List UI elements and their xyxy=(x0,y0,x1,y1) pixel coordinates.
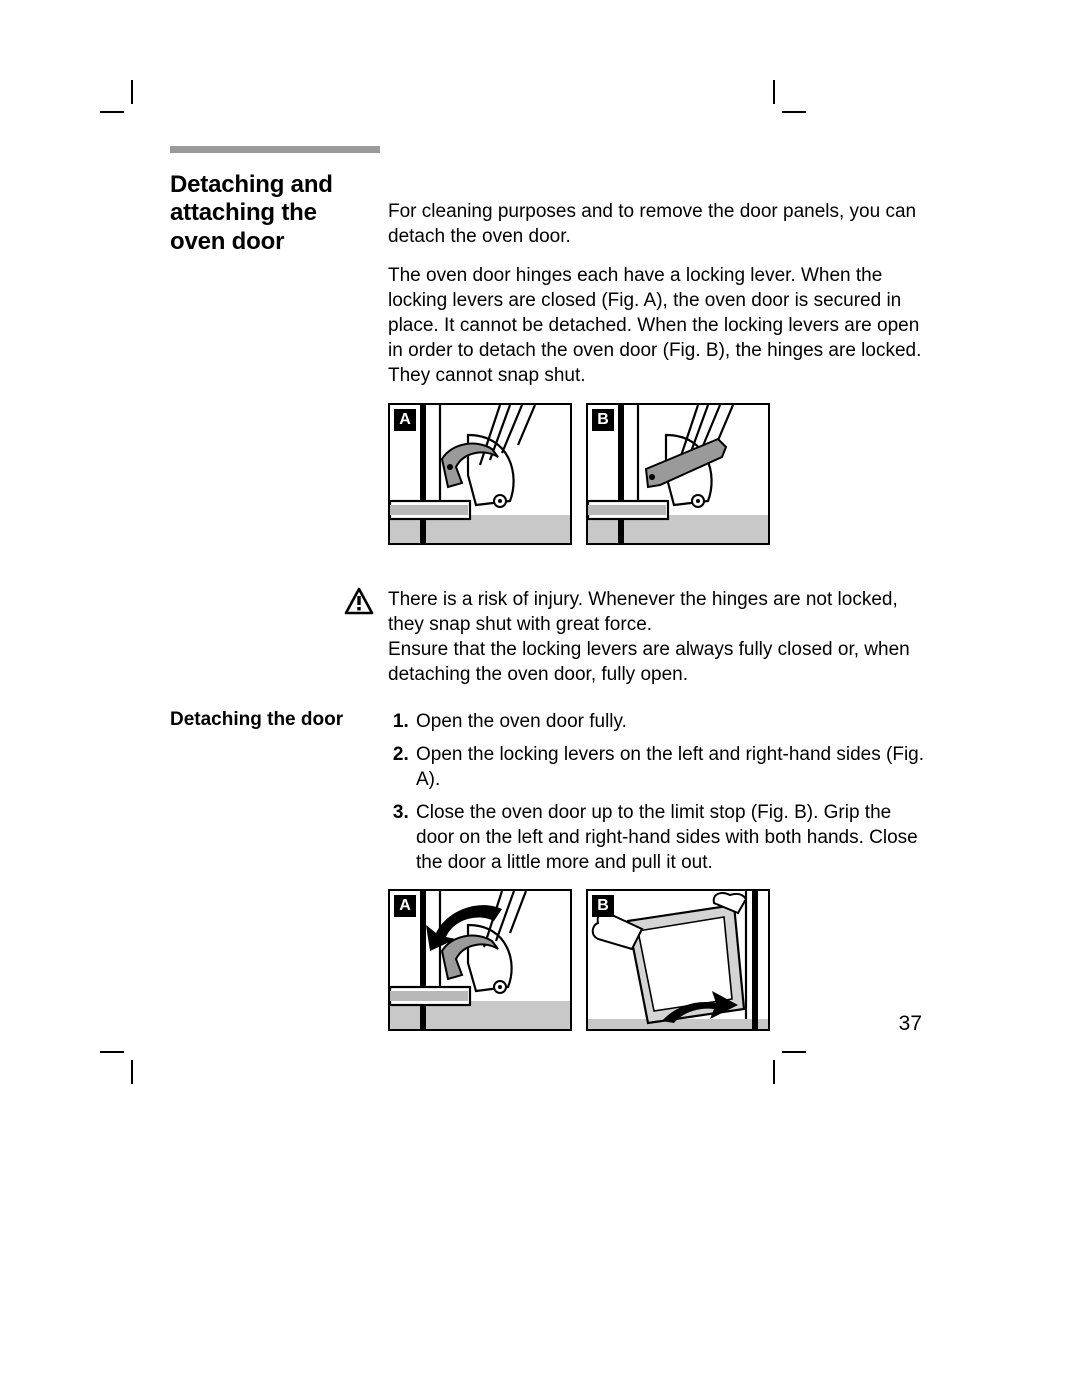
page-content: Detaching and attaching the oven door Fo… xyxy=(170,146,930,1031)
detaching-subheading: Detaching the door xyxy=(170,709,370,731)
intro-paragraph-1: For cleaning purposes and to remove the … xyxy=(388,199,930,249)
remove-door-illustration xyxy=(588,891,770,1031)
section-header-row: Detaching and attaching the oven door Fo… xyxy=(170,171,930,687)
figure-row-2: A xyxy=(388,889,930,1031)
figure-1a: A xyxy=(388,403,572,545)
figure-label-b: B xyxy=(592,409,614,431)
detaching-steps-list: Open the oven door fully. Open the locki… xyxy=(388,709,930,875)
warning-block: There is a risk of injury. Whenever the … xyxy=(388,587,930,687)
open-lever-arrow-illustration xyxy=(390,891,572,1031)
hinge-closed-illustration xyxy=(390,405,572,545)
step-2: Open the locking levers on the left and … xyxy=(414,742,930,792)
warning-text: There is a risk of injury. Whenever the … xyxy=(388,587,930,687)
section-title: Detaching and attaching the oven door xyxy=(170,171,370,256)
figure-row-1: A xyxy=(388,403,930,545)
step-3: Close the oven door up to the limit stop… xyxy=(414,800,930,875)
figure-label-b2: B xyxy=(592,895,614,917)
section-rule xyxy=(170,146,380,153)
detaching-block: Detaching the door Open the oven door fu… xyxy=(170,709,930,1031)
page-number: 37 xyxy=(899,1012,922,1036)
hinge-open-illustration xyxy=(588,405,770,545)
intro-paragraph-2: The oven door hinges each have a locking… xyxy=(388,263,930,388)
figure-2b: B xyxy=(586,889,770,1031)
warning-triangle-icon xyxy=(344,587,374,620)
figure-2a: A xyxy=(388,889,572,1031)
figure-label-a2: A xyxy=(394,895,416,917)
figure-label-a: A xyxy=(394,409,416,431)
step-1: Open the oven door fully. xyxy=(414,709,930,734)
figure-1b: B xyxy=(586,403,770,545)
